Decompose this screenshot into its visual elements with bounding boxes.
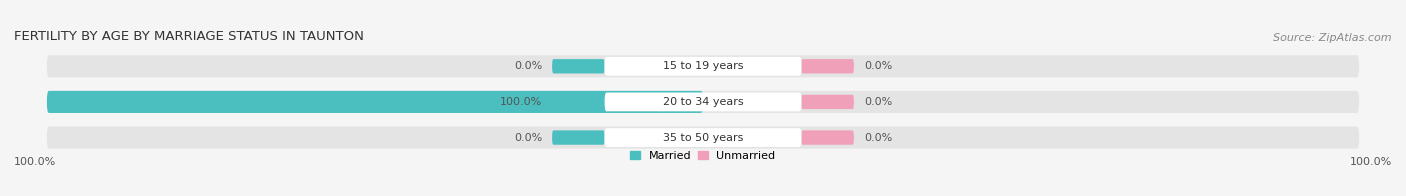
Text: 0.0%: 0.0% <box>863 132 891 142</box>
FancyBboxPatch shape <box>46 126 1360 149</box>
Text: 20 to 34 years: 20 to 34 years <box>662 97 744 107</box>
FancyBboxPatch shape <box>553 95 605 109</box>
Text: 15 to 19 years: 15 to 19 years <box>662 61 744 71</box>
Text: 0.0%: 0.0% <box>863 61 891 71</box>
FancyBboxPatch shape <box>801 130 853 145</box>
FancyBboxPatch shape <box>605 93 801 111</box>
FancyBboxPatch shape <box>605 57 801 76</box>
FancyBboxPatch shape <box>553 130 605 145</box>
Text: 100.0%: 100.0% <box>1350 157 1392 167</box>
FancyBboxPatch shape <box>46 91 703 113</box>
Text: 35 to 50 years: 35 to 50 years <box>662 132 744 142</box>
FancyBboxPatch shape <box>801 95 853 109</box>
Text: 0.0%: 0.0% <box>863 97 891 107</box>
Text: 100.0%: 100.0% <box>14 157 56 167</box>
Legend: Married, Unmarried: Married, Unmarried <box>630 151 776 161</box>
FancyBboxPatch shape <box>605 128 801 147</box>
FancyBboxPatch shape <box>553 59 605 74</box>
FancyBboxPatch shape <box>46 55 1360 77</box>
Text: 0.0%: 0.0% <box>515 61 543 71</box>
Text: 0.0%: 0.0% <box>515 132 543 142</box>
Text: 100.0%: 100.0% <box>501 97 543 107</box>
Text: FERTILITY BY AGE BY MARRIAGE STATUS IN TAUNTON: FERTILITY BY AGE BY MARRIAGE STATUS IN T… <box>14 30 364 43</box>
Text: Source: ZipAtlas.com: Source: ZipAtlas.com <box>1274 33 1392 43</box>
FancyBboxPatch shape <box>801 59 853 74</box>
FancyBboxPatch shape <box>46 91 1360 113</box>
